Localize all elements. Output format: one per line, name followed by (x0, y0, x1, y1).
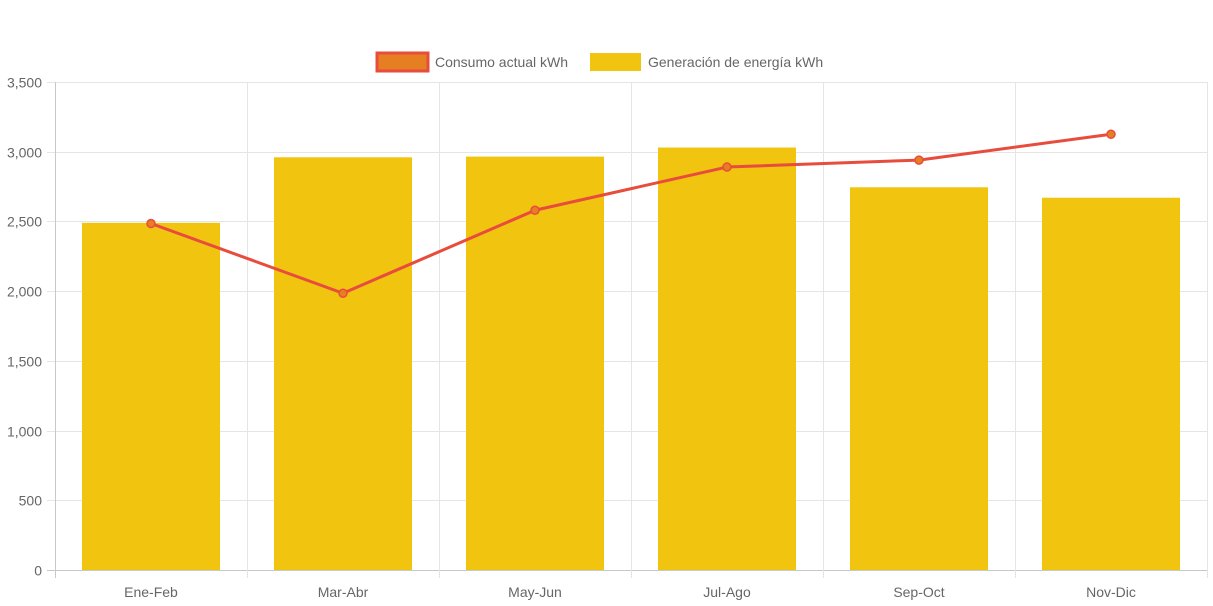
line-series (146, 129, 1116, 298)
grid-lines (47, 82, 1208, 578)
x-tick-label: Mar-Abr (318, 584, 369, 600)
line-point-ene-feb (146, 218, 156, 229)
line-point-jul-ago (722, 162, 732, 172)
y-tick-label: 2,500 (7, 214, 42, 230)
y-tick-label: 0 (34, 563, 42, 579)
y-tick-label: 3,500 (7, 75, 42, 91)
x-tick-label: Nov-Dic (1086, 584, 1136, 600)
line-point-mar-abr (338, 288, 348, 298)
legend-swatch-bar (590, 53, 641, 71)
legend-label-bar: Generación de energía kWh (648, 54, 823, 70)
line-point-sep-oct (914, 155, 924, 165)
line-point-may-jun (530, 205, 540, 216)
legend-item-bar[interactable]: Generación de energía kWh (590, 53, 823, 71)
y-tick-label: 1,500 (7, 354, 42, 370)
bar-may-jun (466, 156, 604, 570)
consumption-line (150, 132, 1112, 295)
bar-jul-ago (658, 147, 796, 570)
bar-series (82, 147, 1180, 571)
legend-swatch-line (375, 51, 430, 73)
legend-item-line[interactable]: Consumo actual kWh (375, 51, 568, 73)
bar-nov-dic (1042, 197, 1180, 570)
bar-mar-abr (274, 157, 412, 570)
legend-label-line: Consumo actual kWh (435, 54, 568, 70)
bar-ene-feb (82, 222, 220, 570)
x-tick-label: Jul-Ago (703, 584, 751, 600)
y-tick-label: 3,000 (7, 145, 42, 161)
y-tick-label: 1,000 (7, 424, 42, 440)
axes: 0 500 1,000 1,500 2,000 2,500 3,000 3,500 Ene-Fe… (7, 75, 1136, 601)
x-tick-label: Sep-Oct (893, 584, 944, 600)
y-tick-label: 500 (19, 493, 43, 509)
line-point-nov-dic (1106, 129, 1116, 140)
legend: Consumo actual kWh Generación de energía… (375, 51, 823, 73)
x-tick-label: May-Jun (508, 584, 562, 600)
x-tick-label: Ene-Feb (124, 584, 178, 600)
bar-sep-oct (850, 187, 988, 571)
y-tick-label: 2,000 (7, 284, 42, 300)
